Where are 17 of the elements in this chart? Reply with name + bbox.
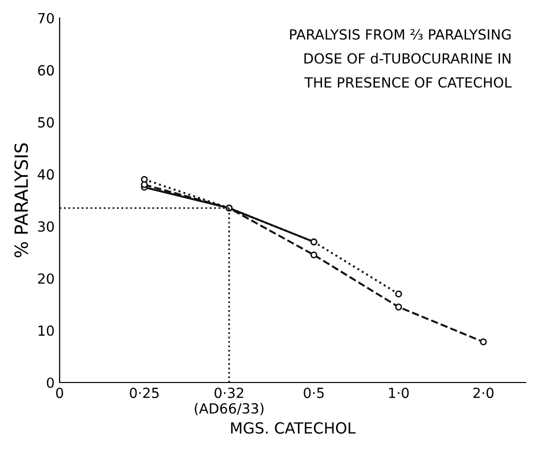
y-tick-label: 0 — [46, 377, 54, 388]
x-tick-label: 0·32 (AD66/33) — [194, 388, 264, 416]
y-tick-label: 20 — [38, 273, 54, 284]
x-tick-label: 2·0 — [473, 388, 494, 398]
x-tick-label: 0·25 — [130, 388, 159, 398]
x-tick-label: 0 — [56, 388, 64, 398]
y-tick-label: 40 — [38, 169, 54, 180]
y-tick-label: 70 — [38, 12, 54, 24]
text: PARALYSIS FROM ⅔ PARALYSING DOSE OF d-TUBOCURARINE IN THE PRESENCE OF CATECHOL — [290, 29, 512, 88]
y-axis-title: % PARALYSIS — [14, 143, 28, 258]
y-tick-label: 60 — [38, 65, 54, 76]
y-tick-label: 30 — [38, 221, 54, 232]
x-tick-label: 0·5 — [304, 388, 324, 398]
x-tick-label: 1·0 — [389, 388, 409, 398]
x-axis-title: MGS. CATECHOL — [231, 422, 356, 434]
y-tick-label: 50 — [38, 117, 54, 128]
y-tick-label: 10 — [38, 325, 54, 336]
